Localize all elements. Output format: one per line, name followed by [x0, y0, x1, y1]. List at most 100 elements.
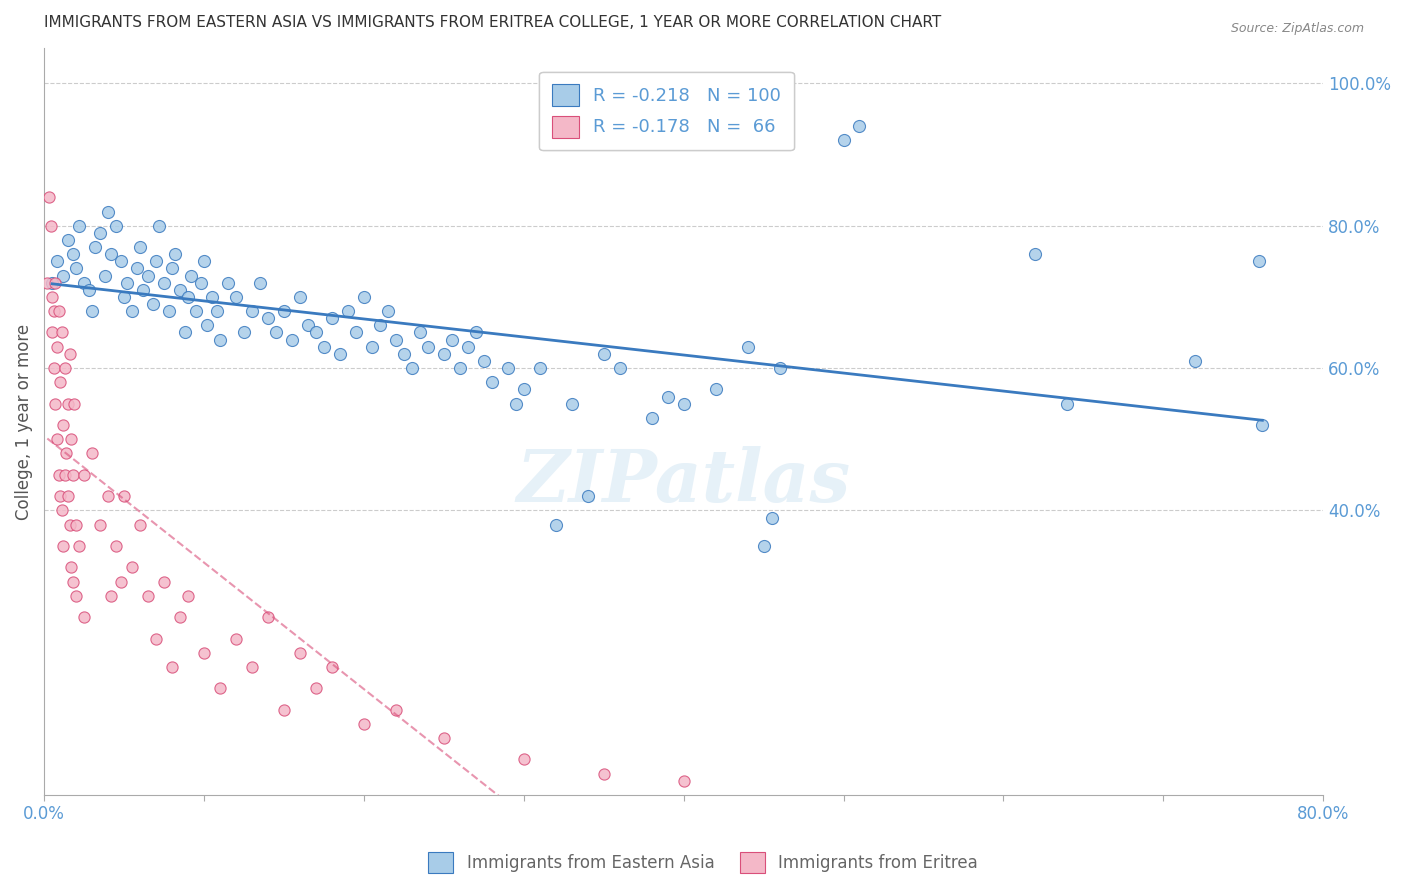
- Point: [392, 347, 415, 361]
- Point: [195, 318, 218, 333]
- Point: [100, 589, 122, 603]
- Point: [1249, 254, 1271, 268]
- Point: [55, 446, 77, 460]
- Point: [51, 326, 73, 340]
- Point: [65, 261, 87, 276]
- Point: [1184, 354, 1206, 368]
- Point: [60, 560, 83, 574]
- Point: [41, 276, 63, 290]
- Point: [1251, 417, 1274, 432]
- Point: [60, 432, 83, 446]
- Point: [249, 276, 271, 290]
- Point: [59, 347, 82, 361]
- Point: [264, 326, 287, 340]
- Point: [105, 219, 128, 233]
- Point: [344, 326, 367, 340]
- Point: [190, 276, 212, 290]
- Point: [129, 240, 152, 254]
- Point: [62, 574, 84, 589]
- Point: [505, 397, 527, 411]
- Point: [609, 361, 631, 376]
- Point: [257, 610, 280, 624]
- Point: [576, 489, 599, 503]
- Point: [84, 240, 107, 254]
- Point: [73, 276, 96, 290]
- Point: [37, 276, 59, 290]
- Point: [73, 610, 96, 624]
- Point: [329, 347, 352, 361]
- Point: [45, 254, 67, 268]
- Point: [217, 276, 239, 290]
- Point: [48, 304, 70, 318]
- Point: [409, 326, 432, 340]
- Point: [52, 417, 75, 432]
- Point: [132, 283, 155, 297]
- Point: [112, 489, 135, 503]
- Point: [672, 773, 695, 788]
- Point: [89, 226, 111, 240]
- Point: [385, 703, 408, 717]
- Point: [53, 467, 76, 482]
- Point: [201, 290, 224, 304]
- Point: [761, 510, 783, 524]
- Point: [496, 361, 519, 376]
- Point: [180, 268, 202, 283]
- Point: [38, 190, 60, 204]
- Point: [44, 397, 66, 411]
- Point: [56, 233, 79, 247]
- Point: [321, 311, 343, 326]
- Point: [737, 340, 759, 354]
- Point: [39, 219, 62, 233]
- Point: [205, 304, 228, 318]
- Point: [160, 261, 183, 276]
- Point: [377, 304, 399, 318]
- Point: [59, 517, 82, 532]
- Point: [353, 717, 375, 731]
- Point: [225, 290, 247, 304]
- Point: [42, 361, 65, 376]
- Point: [184, 304, 207, 318]
- Point: [56, 489, 79, 503]
- Point: [169, 283, 191, 297]
- Point: [94, 268, 117, 283]
- Point: [752, 539, 775, 553]
- Point: [62, 467, 84, 482]
- Legend: Immigrants from Eastern Asia, Immigrants from Eritrea: Immigrants from Eastern Asia, Immigrants…: [422, 846, 984, 880]
- Point: [257, 311, 280, 326]
- Point: [42, 304, 65, 318]
- Point: [153, 574, 176, 589]
- Point: [273, 703, 295, 717]
- Point: [77, 283, 100, 297]
- Point: [457, 340, 479, 354]
- Point: [208, 333, 231, 347]
- Point: [67, 219, 90, 233]
- Point: [45, 432, 67, 446]
- Point: [768, 361, 790, 376]
- Point: [281, 333, 304, 347]
- Point: [848, 119, 870, 133]
- Point: [56, 397, 79, 411]
- Point: [105, 539, 128, 553]
- Y-axis label: College, 1 year or more: College, 1 year or more: [15, 324, 32, 519]
- Point: [433, 347, 456, 361]
- Point: [169, 610, 191, 624]
- Point: [49, 376, 72, 390]
- Point: [640, 410, 662, 425]
- Point: [125, 261, 148, 276]
- Point: [336, 304, 359, 318]
- Point: [529, 361, 551, 376]
- Text: Source: ZipAtlas.com: Source: ZipAtlas.com: [1230, 22, 1364, 36]
- Point: [165, 247, 187, 261]
- Point: [121, 304, 143, 318]
- Point: [513, 383, 536, 397]
- Point: [97, 204, 120, 219]
- Point: [41, 326, 63, 340]
- Point: [288, 290, 311, 304]
- Point: [110, 254, 132, 268]
- Point: [832, 133, 855, 147]
- Point: [136, 268, 159, 283]
- Point: [52, 268, 75, 283]
- Point: [51, 503, 73, 517]
- Point: [110, 574, 132, 589]
- Point: [177, 290, 200, 304]
